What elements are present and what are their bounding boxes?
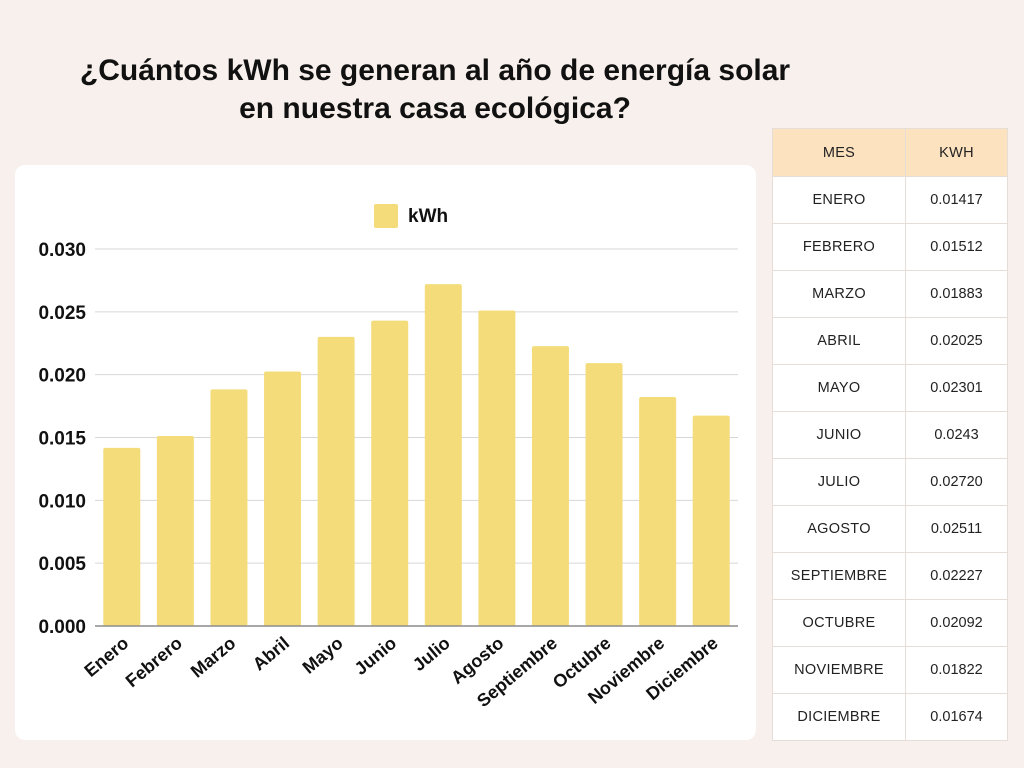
bar <box>531 346 569 626</box>
table-row: OCTUBRE 0.02092 <box>772 599 1008 647</box>
table-cell-kwh: 0.02092 <box>905 599 1008 647</box>
y-tick-label: 0.015 <box>38 429 86 450</box>
table-cell-kwh: 0.02511 <box>905 505 1008 553</box>
table-cell-month: JULIO <box>772 458 906 506</box>
table-cell-month: FEBRERO <box>772 223 906 271</box>
header-kwh: KWH <box>905 128 1008 177</box>
table-cell-kwh: 0.01822 <box>905 646 1008 694</box>
bar <box>156 435 194 626</box>
table-row: NOVIEMBRE 0.01822 <box>772 646 1008 694</box>
table-cell-kwh: 0.02025 <box>905 317 1008 365</box>
y-tick-label: 0.020 <box>38 366 86 387</box>
table-cell-kwh: 0.02720 <box>905 458 1008 506</box>
y-tick-label: 0.005 <box>38 554 86 575</box>
table-cell-month: ABRIL <box>772 317 906 365</box>
header-mes: MES <box>772 128 906 177</box>
bar <box>639 397 677 626</box>
table-row: JUNIO 0.0243 <box>772 411 1008 459</box>
data-table: MES KWH ENERO 0.01417 FEBRERO 0.01512 MARZ… <box>772 128 1008 741</box>
title-line-1: ¿Cuántos kWh se generan al año de energí… <box>79 54 791 87</box>
bar <box>692 415 730 626</box>
table-cell-kwh: 0.01883 <box>905 270 1008 318</box>
x-tick-label: Junio <box>351 633 401 679</box>
table-row: JULIO 0.02720 <box>772 458 1008 506</box>
legend-label: kWh <box>408 206 448 227</box>
table-row: SEPTIEMBRE 0.02227 <box>772 552 1008 600</box>
table-cell-month: ENERO <box>772 176 906 224</box>
table-cell-kwh: 0.0243 <box>905 411 1008 459</box>
table-row: FEBRERO 0.01512 <box>772 223 1008 271</box>
table-cell-month: DICIEMBRE <box>772 693 906 741</box>
bar <box>317 336 355 626</box>
table-cell-kwh: 0.02301 <box>905 364 1008 412</box>
page-title: ¿Cuántos kWh se generan al año de energí… <box>20 52 850 128</box>
x-tick-label: Febrero <box>122 633 186 691</box>
table-cell-kwh: 0.02227 <box>905 552 1008 600</box>
x-tick-label: Marzo <box>187 633 240 682</box>
table-cell-month: JUNIO <box>772 411 906 459</box>
table-row: AGOSTO 0.02511 <box>772 505 1008 553</box>
table-cell-kwh: 0.01674 <box>905 693 1008 741</box>
bar <box>103 447 141 626</box>
legend-swatch <box>374 204 398 228</box>
table-cell-month: MARZO <box>772 270 906 318</box>
bar <box>585 363 623 626</box>
table-header-row: MES KWH <box>772 128 1008 177</box>
bar-chart: 0.0000.0050.0100.0150.0200.0250.030Enero… <box>38 204 738 711</box>
y-tick-label: 0.030 <box>38 240 86 261</box>
y-tick-label: 0.025 <box>38 303 86 324</box>
x-tick-label: Mayo <box>299 633 347 678</box>
bar <box>371 320 409 626</box>
x-tick-label: Julio <box>409 633 454 675</box>
table-cell-month: NOVIEMBRE <box>772 646 906 694</box>
table-row: ABRIL 0.02025 <box>772 317 1008 365</box>
table-row: MAYO 0.02301 <box>772 364 1008 412</box>
x-tick-label: Abril <box>249 633 293 675</box>
table-cell-month: AGOSTO <box>772 505 906 553</box>
y-tick-label: 0.000 <box>38 617 86 638</box>
table-cell-kwh: 0.01417 <box>905 176 1008 224</box>
title-line-2: en nuestra casa ecológica? <box>239 92 631 125</box>
chart-card: 0.000 0.005 0.010 0.015 0.020 0.025 0.030 Enero… <box>15 165 756 740</box>
table-row: DICIEMBRE 0.01674 <box>772 693 1008 741</box>
table-cell-month: OCTUBRE <box>772 599 906 647</box>
bar <box>478 310 516 626</box>
bar <box>424 284 462 626</box>
bar <box>210 389 248 626</box>
table-row: MARZO 0.01883 <box>772 270 1008 318</box>
table-cell-kwh: 0.01512 <box>905 223 1008 271</box>
table-cell-month: SEPTIEMBRE <box>772 552 906 600</box>
y-tick-label: 0.010 <box>38 491 86 512</box>
bar <box>264 371 302 626</box>
table-row: ENERO 0.01417 <box>772 176 1008 224</box>
table-cell-month: MAYO <box>772 364 906 412</box>
